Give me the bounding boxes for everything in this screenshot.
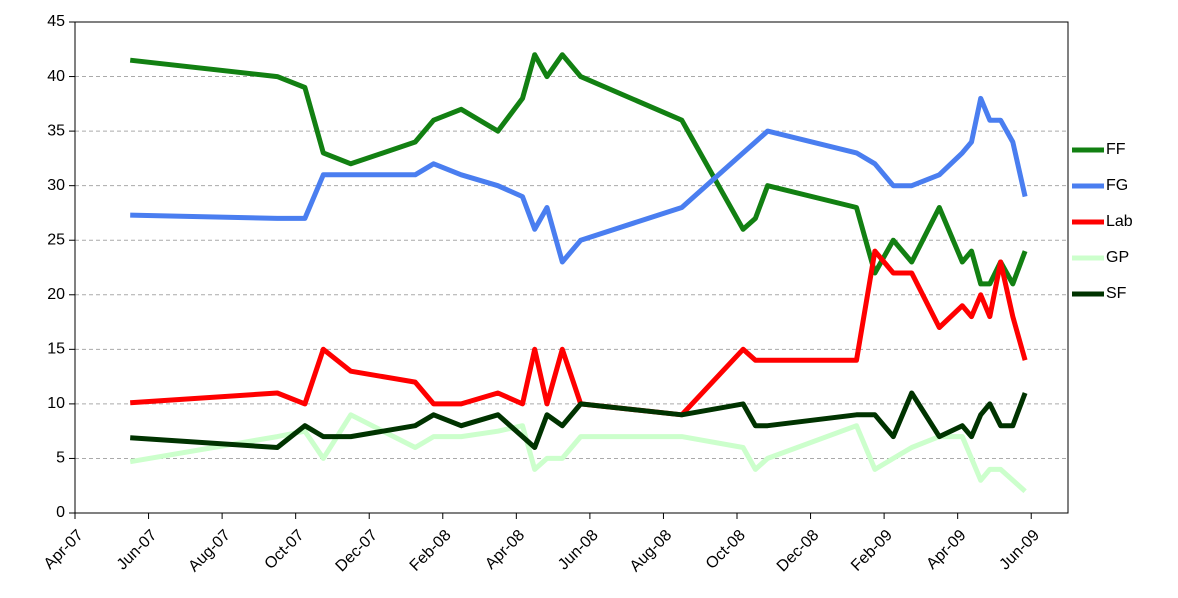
y-tick-label: 15 [47,341,65,358]
legend-label: FF [1106,141,1126,158]
x-tick-label: Oct-08 [703,527,749,573]
x-tick-label: Apr-09 [923,527,969,573]
y-tick-label: 20 [47,286,65,303]
series-line [130,95,1028,265]
y-tick-label: 30 [47,177,65,194]
y-tick-label: 25 [47,231,65,248]
x-tick-label: Jun-08 [555,527,602,574]
x-tick-label: Feb-08 [407,527,455,575]
x-tick-label: Aug-08 [627,527,676,576]
y-tick-label: 45 [47,13,65,30]
x-tick-label: Apr-07 [41,527,87,573]
x-tick-label: Aug-07 [185,527,234,576]
legend-label: GP [1106,249,1129,266]
plot-frame [74,21,1069,514]
legend-label: FG [1106,177,1128,194]
series-line [130,248,1028,418]
series-line [129,412,1027,494]
legend-label: SF [1106,285,1127,302]
legend-label: Lab [1106,213,1133,230]
x-tick-label: Feb-09 [848,527,896,575]
x-tick-label: Jun-09 [996,527,1043,574]
y-tick-label: 5 [56,450,65,467]
x-tick-label: Dec-07 [333,527,382,576]
y-tick-label: 40 [47,68,65,85]
x-tick-label: Apr-08 [482,527,528,573]
y-tick-label: 0 [56,504,65,521]
x-tick-label: Jun-07 [114,527,161,574]
series-line [129,52,1028,287]
y-tick-label: 10 [47,395,65,412]
series-line [130,390,1028,450]
x-tick-label: Oct-07 [262,527,308,573]
y-tick-label: 35 [47,122,65,139]
x-tick-label: Dec-08 [774,527,823,576]
